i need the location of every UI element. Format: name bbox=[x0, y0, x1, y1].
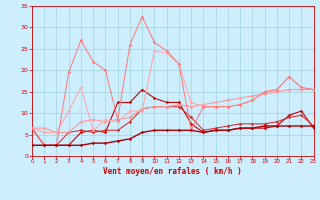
X-axis label: Vent moyen/en rafales ( km/h ): Vent moyen/en rafales ( km/h ) bbox=[103, 167, 242, 176]
